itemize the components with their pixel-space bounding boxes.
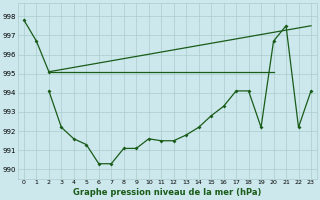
X-axis label: Graphe pression niveau de la mer (hPa): Graphe pression niveau de la mer (hPa) [73, 188, 262, 197]
